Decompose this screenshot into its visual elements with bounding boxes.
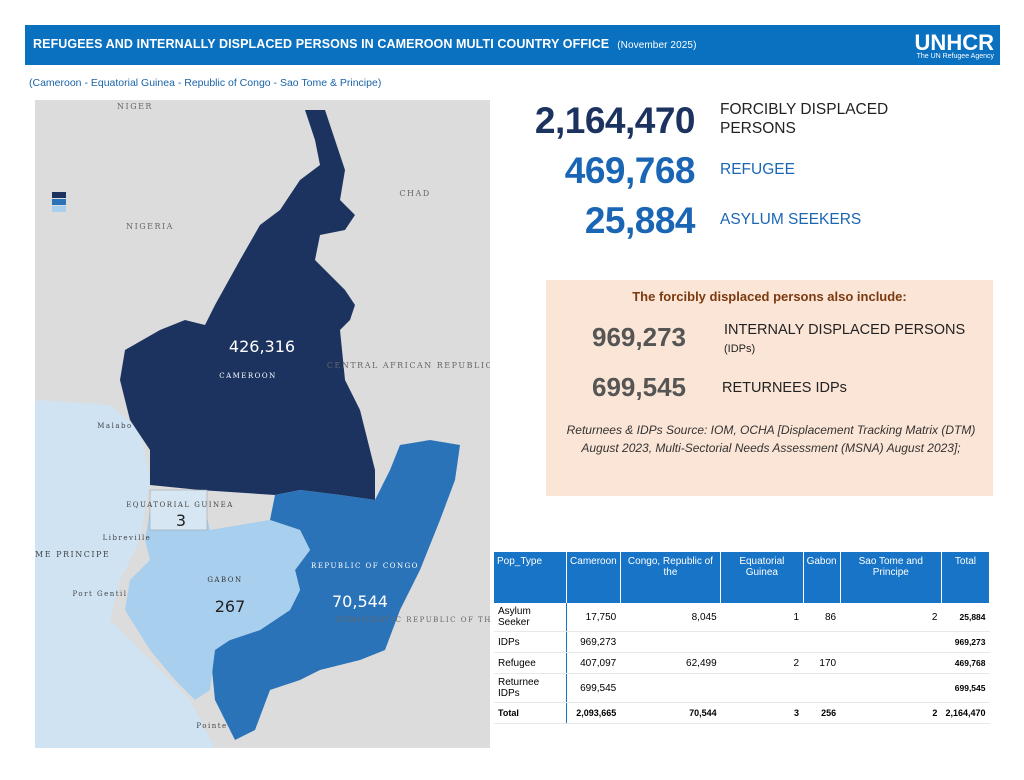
- table-cell: [620, 631, 721, 653]
- note: (IDPs): [724, 343, 756, 355]
- table-row: IDPs 969,273 969,273: [494, 631, 990, 653]
- table-cell: 17,750: [566, 603, 621, 632]
- table-cell: [720, 673, 804, 703]
- also-include-box: The forcibly displaced persons also incl…: [546, 280, 993, 496]
- header-bar: REFUGEES AND INTERNALLY DISPLACED PERSON…: [25, 25, 1000, 65]
- table-cell: [840, 652, 942, 674]
- table-row: Returnee IDPs 699,545 699,545: [494, 673, 990, 703]
- returnee-label: RETURNEES IDPs: [722, 380, 847, 396]
- congo-region: [210, 440, 460, 740]
- date: (November 2025): [617, 40, 697, 51]
- table-cell: Total: [494, 702, 567, 724]
- table-cell: [620, 673, 721, 703]
- column-header: Cameroon: [566, 552, 621, 603]
- map: NIGER CHAD NIGERIA CENTRAL AFRICAN REPUBLIC…: [35, 100, 490, 748]
- map-label: CHAD: [399, 189, 430, 198]
- table-cell: [720, 631, 804, 653]
- column-header: Sao Tome and Principe: [840, 552, 942, 603]
- map-label: NIGERIA: [126, 222, 174, 231]
- table-cell: 25,884: [941, 603, 990, 632]
- table-cell: [840, 673, 942, 703]
- map-label: CAMEROON: [219, 372, 277, 380]
- legend-swatch: [52, 192, 66, 198]
- table-cell: 3: [720, 702, 804, 724]
- table-cell: 70,544: [620, 702, 721, 724]
- idp-value: 969,273: [592, 322, 686, 352]
- table-cell: [803, 673, 841, 703]
- map-label: REPUBLIC OF CONGO: [311, 562, 419, 570]
- table-cell: 8,045: [620, 603, 721, 632]
- figure-value: 25,884: [584, 200, 696, 241]
- table-cell: 86: [803, 603, 841, 632]
- table-cell: [803, 631, 841, 653]
- map-label: GABON: [207, 576, 242, 584]
- header-title: REFUGEES AND INTERNALLY DISPLACED PERSON…: [33, 37, 697, 51]
- table-cell: Refugee: [494, 652, 567, 674]
- logo-subtitle: The UN Refugee Agency: [916, 53, 994, 60]
- legend-swatch: [52, 206, 66, 212]
- map-label: DEMOCRATIC REPUBLIC OF THE CONGO: [336, 616, 490, 624]
- figure-label: REFUGEE: [720, 161, 795, 178]
- map-label: NIGER: [117, 102, 153, 111]
- table-cell: 1: [720, 603, 804, 632]
- table-cell: 256: [803, 702, 841, 724]
- figure-label: FORCIBLY DISPLACED PERSONS: [720, 101, 889, 137]
- figure-label: ASYLUM SEEKERS: [720, 211, 862, 228]
- map-label: Libreville: [103, 534, 152, 542]
- table-row: Total 2,093,665 70,544 3 256 2 2,164,470: [494, 702, 990, 724]
- label: INTERNALY DISPLACED PERSONS: [724, 322, 966, 338]
- column-header: Gabon: [803, 552, 841, 603]
- table-cell: 969,273: [941, 631, 990, 653]
- table-cell: 469,768: [941, 652, 990, 674]
- figure-value: 2,164,470: [534, 100, 696, 141]
- idp-label: INTERNALY DISPLACED PERSONS (IDPs): [724, 321, 993, 358]
- map-label: Malabo: [97, 422, 132, 430]
- table-row: Asylum Seeker 17,750 8,045 1 86 2 25,884: [494, 603, 990, 632]
- table-cell: 969,273: [566, 631, 621, 653]
- table-cell: Asylum Seeker: [494, 603, 567, 632]
- box-title: The forcibly displaced persons also incl…: [632, 289, 907, 304]
- table-cell: 2: [720, 652, 804, 674]
- table-cell: 699,545: [566, 673, 621, 703]
- data-table: Pop_Type Cameroon Congo, Republic of the Eq…: [494, 552, 991, 724]
- table-cell: IDPs: [494, 631, 567, 653]
- table-cell: 2: [840, 603, 942, 632]
- title: REFUGEES AND INTERNALLY DISPLACED PERSON…: [33, 37, 610, 51]
- source-note: Returnees & IDPs Source: IOM, OCHA [Disp…: [566, 423, 976, 455]
- column-header: Congo, Republic of the: [620, 552, 722, 603]
- cameroon-region: [120, 110, 375, 500]
- table-cell: 2: [840, 702, 942, 724]
- map-label: EQUATORIAL GUINEA: [126, 501, 234, 509]
- figure-value: 469,768: [564, 150, 696, 191]
- column-header: Pop_Type: [494, 552, 568, 603]
- table-cell: 62,499: [620, 652, 721, 674]
- column-header: Equatorial Guinea: [720, 552, 804, 603]
- map-label: SAO TOME PRINCIPE: [35, 550, 110, 559]
- table-cell: [840, 631, 942, 653]
- gabon-region: [125, 510, 310, 700]
- map-label: Pointe: [196, 722, 227, 730]
- map-value: 70,544: [332, 592, 388, 611]
- map-value: 3: [176, 511, 186, 530]
- ocean: [35, 400, 215, 748]
- equatorial-guinea-region: [149, 489, 208, 531]
- legend-swatch: [52, 199, 66, 205]
- map-value: 426,316: [229, 337, 295, 356]
- returnee-value: 699,545: [592, 372, 686, 402]
- column-header: Total: [941, 552, 991, 603]
- table-cell: 407,097: [566, 652, 621, 674]
- map-value: 267: [215, 597, 246, 616]
- logo: UNHCR: [914, 30, 994, 55]
- table-cell: 170: [803, 652, 841, 674]
- table-cell: Returnee IDPs: [494, 673, 567, 703]
- subtitle: (Cameroon - Equatorial Guinea - Republic…: [29, 77, 382, 89]
- table-cell: 2,164,470: [941, 702, 990, 724]
- table-cell: 2,093,665: [566, 702, 621, 724]
- map-label: Port Gentil: [72, 590, 127, 598]
- map-label: CENTRAL AFRICAN REPUBLIC: [327, 361, 490, 370]
- table-cell: 699,545: [941, 673, 990, 703]
- table-row: Refugee 407,097 62,499 2 170 469,768: [494, 652, 990, 674]
